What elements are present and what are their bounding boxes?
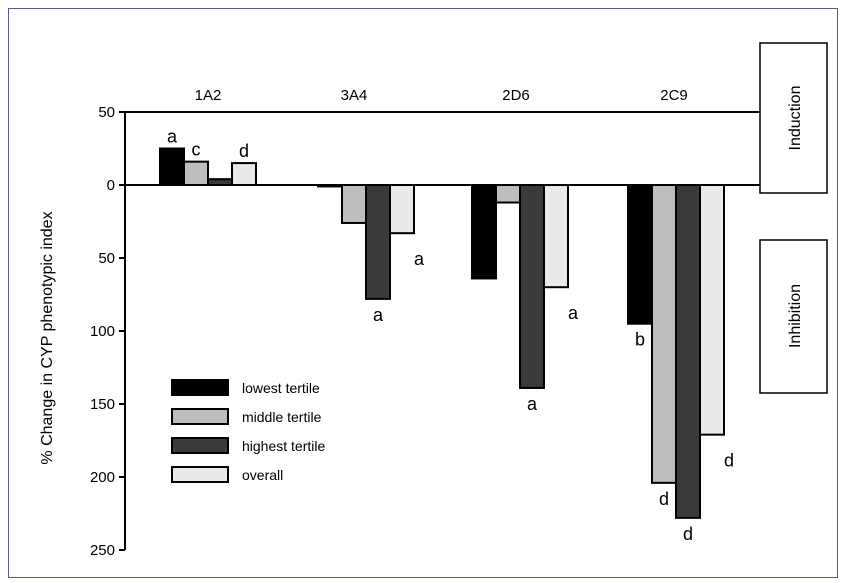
significance-label: d — [683, 524, 693, 544]
bar — [495, 184, 521, 204]
bar — [159, 147, 185, 186]
legend-swatch — [171, 379, 229, 396]
bar — [365, 184, 391, 300]
category-label: 1A2 — [195, 87, 222, 104]
legend-swatch — [171, 466, 229, 483]
y-axis-label: % Change in CYP phenotypic index — [39, 211, 56, 464]
y-tick-label: 0 — [107, 177, 115, 194]
significance-label: a — [568, 303, 579, 323]
induction-label: Induction — [787, 86, 804, 151]
significance-label: d — [659, 489, 669, 509]
y-tick-label: 50 — [98, 104, 115, 121]
significance-label: b — [635, 330, 645, 350]
significance-label: a — [373, 305, 384, 325]
significance-label: a — [167, 127, 178, 147]
chart-frame — [8, 8, 838, 578]
y-tick-label: 250 — [90, 542, 115, 559]
significance-label: a — [414, 249, 425, 269]
bars — [159, 147, 725, 519]
bar — [341, 184, 367, 224]
legend-label: lowest tertile — [242, 380, 320, 396]
legend: lowest tertile middle tertile highest tert… — [171, 379, 325, 483]
category-label: 2D6 — [502, 87, 530, 104]
inhibition-label: Inhibition — [787, 284, 804, 348]
legend-swatch — [171, 408, 229, 425]
significance-label: a — [527, 394, 538, 414]
significance-label: c — [192, 140, 201, 160]
category-label: 3A4 — [341, 87, 368, 104]
legend-label: middle tertile — [242, 409, 322, 425]
y-tick-label: 50 — [98, 250, 115, 267]
bar — [317, 184, 343, 188]
bar — [519, 184, 545, 389]
y-tick-label: 150 — [90, 396, 115, 413]
legend-label: overall — [242, 467, 283, 483]
y-tick-label: 200 — [90, 469, 115, 486]
bar — [389, 184, 415, 235]
legend-label: highest tertile — [242, 438, 325, 454]
category-label: 2C9 — [660, 87, 688, 104]
inhibition-box — [759, 239, 828, 394]
bar — [627, 184, 653, 325]
bar — [231, 162, 257, 187]
bar — [699, 184, 725, 436]
axes: 50 0 50 100 150 200 250 — [90, 104, 760, 559]
bar — [207, 178, 233, 187]
bar — [471, 184, 497, 280]
induction-box — [759, 42, 828, 194]
bar — [675, 184, 701, 519]
bar — [543, 184, 569, 289]
significance-label: d — [239, 141, 249, 161]
y-tick-label: 100 — [90, 323, 115, 340]
legend-swatch — [171, 437, 229, 454]
significance-label: d — [724, 451, 734, 471]
bar — [651, 184, 677, 484]
bar — [183, 160, 209, 186]
